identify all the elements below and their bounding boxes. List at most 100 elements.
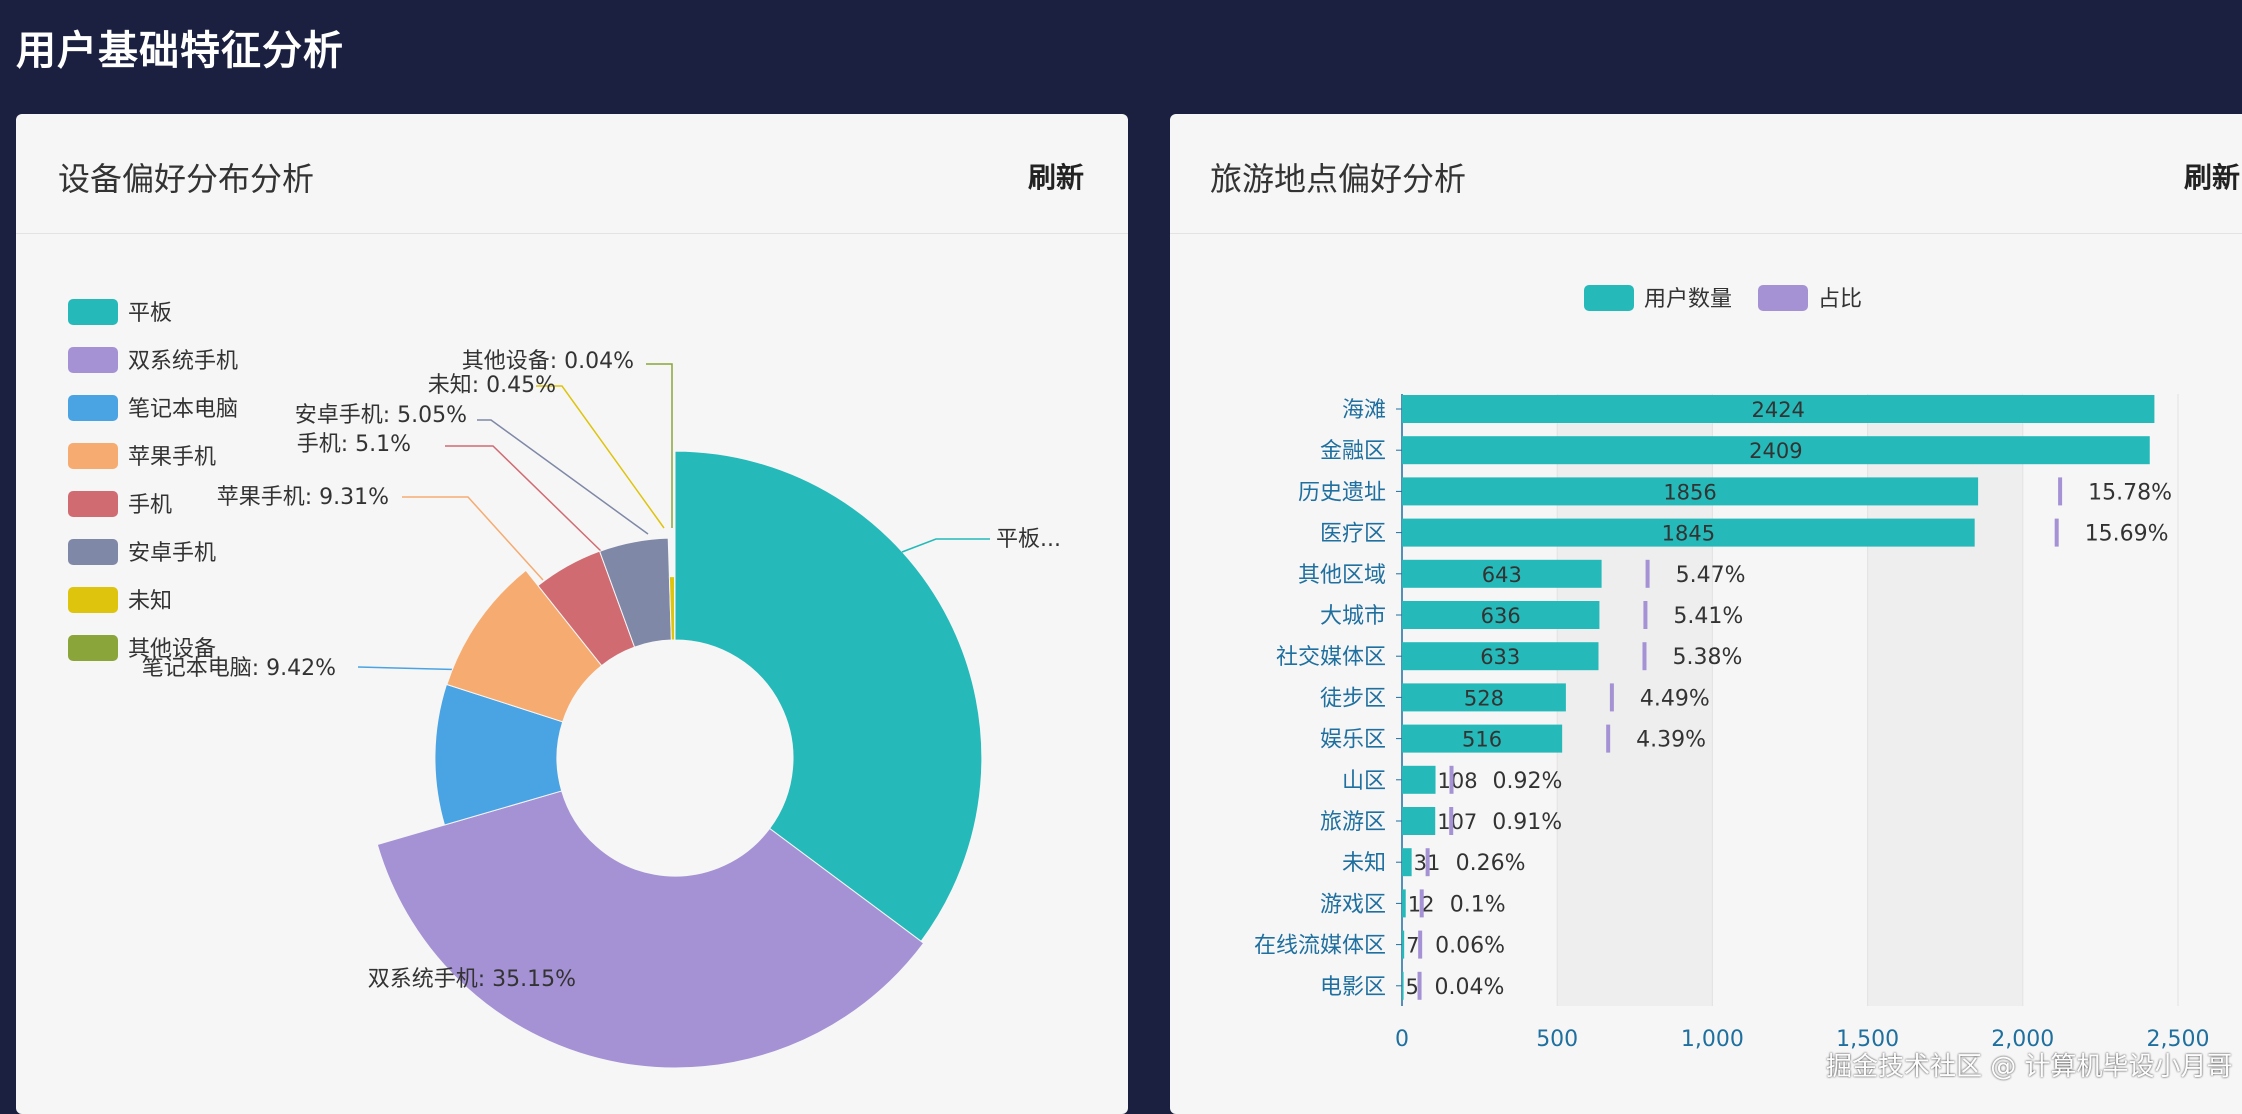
- count-label-13: 2409: [1749, 439, 1802, 463]
- legend-swatch-6: [68, 587, 118, 613]
- legend-swatch-3: [68, 443, 118, 469]
- ratio-label-0: 0.04%: [1435, 975, 1505, 1000]
- ratio-bar-0: [1418, 972, 1422, 1000]
- pie-leader-7: [646, 364, 672, 528]
- count-label-0: 5: [1406, 975, 1419, 999]
- ratio-bar-10: [1646, 560, 1650, 588]
- ratio-bar-8: [1642, 642, 1646, 670]
- ratio-label-5: 0.92%: [1493, 769, 1563, 794]
- count-bar-0: [1402, 972, 1404, 1000]
- pie-leader-3: [402, 497, 543, 580]
- count-label-9: 636: [1481, 604, 1521, 628]
- legend-swatch-count: [1584, 285, 1634, 311]
- ratio-bar-9: [1643, 601, 1647, 629]
- y-tick-label-2: 游戏区: [1320, 892, 1386, 917]
- page-title: 用户基础特征分析: [16, 18, 344, 76]
- ratio-label-8: 5.38%: [1672, 645, 1742, 670]
- ratio-label-2: 0.1%: [1450, 892, 1506, 917]
- legend-swatch-1: [68, 347, 118, 373]
- count-bar-3: [1402, 848, 1412, 876]
- x-tick-label-1: 500: [1536, 1027, 1578, 1052]
- count-bar-5: [1402, 766, 1436, 794]
- y-tick-label-13: 金融区: [1320, 439, 1386, 464]
- ratio-bar-5: [1450, 766, 1454, 794]
- y-tick-label-1: 在线流媒体区: [1254, 934, 1386, 959]
- ratio-bar-12: [2058, 477, 2062, 505]
- watermark-text: 掘金技术社区 @ 计算机毕设小月哥: [1826, 1046, 2233, 1083]
- count-label-5: 108: [1438, 769, 1478, 793]
- ratio-label-6: 4.39%: [1636, 728, 1706, 753]
- y-tick-label-14: 海滩: [1342, 398, 1386, 423]
- ratio-label-1: 0.06%: [1435, 934, 1505, 959]
- legend-label-4: 手机: [128, 493, 172, 518]
- ratio-bar-2: [1420, 889, 1424, 917]
- count-bar-2: [1402, 889, 1406, 917]
- pie-leader-5: [477, 420, 648, 534]
- legend-label-ratio: 占比: [1818, 287, 1862, 312]
- legend-label-5: 安卓手机: [128, 541, 216, 566]
- pie-label-5: 安卓手机: 5.05%: [295, 403, 467, 428]
- count-label-4: 107: [1437, 810, 1477, 834]
- count-label-1: 7: [1406, 934, 1419, 958]
- count-bar-1: [1402, 931, 1404, 959]
- pie-leader-4: [445, 446, 604, 554]
- legend-swatch-5: [68, 539, 118, 565]
- ratio-label-7: 4.49%: [1640, 686, 1710, 711]
- legend-swatch-2: [68, 395, 118, 421]
- pie-label-4: 手机: 5.1%: [297, 432, 411, 457]
- legend-label-1: 双系统手机: [128, 349, 238, 374]
- ratio-bar-4: [1449, 807, 1453, 835]
- ratio-label-9: 5.41%: [1673, 604, 1743, 629]
- count-label-14: 2424: [1751, 398, 1804, 422]
- pie-label-1: 双系统手机: 35.15%: [368, 967, 576, 992]
- legend-label-3: 苹果手机: [128, 445, 216, 470]
- pie-label-7: 其他设备: 0.04%: [462, 349, 634, 374]
- y-tick-label-11: 医疗区: [1320, 522, 1386, 547]
- pie-leader-0: [902, 539, 990, 552]
- y-tick-label-10: 其他区域: [1298, 563, 1386, 588]
- legend-label-6: 未知: [128, 589, 172, 614]
- pie-label-6: 未知: 0.45%: [428, 373, 556, 398]
- ratio-label-3: 0.26%: [1456, 851, 1526, 876]
- legend-swatch-0: [68, 299, 118, 325]
- ratio-bar-7: [1610, 683, 1614, 711]
- y-tick-label-5: 山区: [1342, 769, 1386, 794]
- legend-label-count: 用户数量: [1644, 287, 1732, 312]
- y-tick-label-8: 社交媒体区: [1276, 645, 1386, 670]
- x-tick-label-2: 1,000: [1681, 1027, 1744, 1052]
- ratio-label-12: 15.78%: [2088, 480, 2172, 505]
- pie-label-3: 苹果手机: 9.31%: [217, 485, 389, 510]
- count-label-12: 1856: [1663, 480, 1716, 504]
- ratio-label-4: 0.91%: [1492, 810, 1562, 835]
- ratio-label-11: 15.69%: [2085, 522, 2169, 547]
- device-pie-chart: 平板双系统手机笔记本电脑苹果手机手机安卓手机未知其他设备平板...双系统手机: …: [16, 114, 1128, 1104]
- ratio-bar-3: [1426, 848, 1430, 876]
- pie-label-2: 笔记本电脑: 9.42%: [142, 656, 336, 681]
- count-label-6: 516: [1462, 728, 1502, 752]
- ratio-bar-1: [1418, 931, 1422, 959]
- device-preference-panel: 设备偏好分布分析 刷新 平板双系统手机笔记本电脑苹果手机手机安卓手机未知其他设备…: [16, 114, 1128, 1114]
- count-bar-4: [1402, 807, 1435, 835]
- legend-swatch-ratio: [1758, 285, 1808, 311]
- count-label-11: 1845: [1662, 522, 1715, 546]
- ratio-bar-11: [2055, 519, 2059, 547]
- ratio-label-10: 5.47%: [1676, 563, 1746, 588]
- legend-label-2: 笔记本电脑: [128, 397, 238, 422]
- legend-swatch-4: [68, 491, 118, 517]
- y-tick-label-9: 大城市: [1320, 604, 1386, 629]
- x-tick-label-0: 0: [1395, 1027, 1409, 1052]
- y-tick-label-4: 旅游区: [1320, 810, 1386, 835]
- count-label-10: 643: [1482, 563, 1522, 587]
- y-tick-label-0: 电影区: [1320, 975, 1386, 1000]
- ratio-bar-6: [1606, 725, 1610, 753]
- y-tick-label-3: 未知: [1342, 851, 1386, 876]
- pie-label-0: 平板...: [996, 527, 1061, 552]
- legend-swatch-7: [68, 635, 118, 661]
- count-label-7: 528: [1464, 686, 1504, 710]
- y-tick-label-6: 娱乐区: [1320, 728, 1386, 753]
- y-tick-label-12: 历史遗址: [1298, 480, 1386, 505]
- y-tick-label-7: 徒步区: [1320, 686, 1386, 711]
- count-label-8: 633: [1480, 645, 1520, 669]
